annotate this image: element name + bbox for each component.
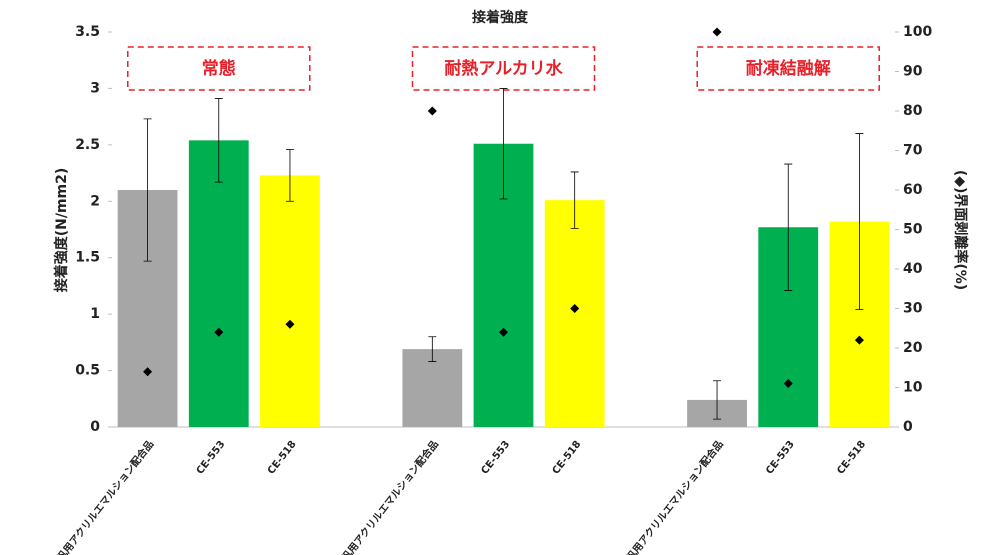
y2-tick-label: 100: [903, 24, 932, 40]
y-tick-label: 0: [90, 419, 100, 435]
y2-tick-label: 10: [903, 380, 923, 396]
error-bar: [285, 148, 294, 202]
diamond-marker: [570, 304, 580, 313]
bar: [260, 175, 320, 427]
y2-tick-label: 70: [903, 143, 923, 159]
y-axis-label: 接着強度(N/mm2): [53, 168, 70, 293]
error-bar: [570, 171, 579, 229]
diamond-marker: [143, 367, 153, 377]
x-tick-label: CE-518: [835, 439, 868, 477]
diamond-marker: [214, 327, 224, 337]
y2-tick-label: 30: [903, 301, 923, 317]
y2-tick-label: 0: [903, 419, 913, 435]
y-tick-label: 1.5: [75, 250, 100, 266]
diamond-marker: [783, 379, 793, 389]
y-tick-label: 2.5: [75, 137, 100, 153]
y-tick-label: 0.5: [75, 363, 100, 379]
x-tick-label: CE-518: [551, 439, 584, 477]
y-tick-label: 2: [90, 193, 100, 209]
x-tick-label: 汎用アクリルエマルション配合品: [54, 438, 156, 555]
error-bar: [784, 163, 793, 291]
y2-tick-label: 20: [903, 340, 923, 356]
y2-tick-label: 80: [903, 103, 923, 119]
error-bar: [214, 98, 223, 183]
x-tick-label: 汎用アクリルエマルション配合品: [339, 438, 441, 555]
y2-axis-label: (◆)界面剥離率(%): [952, 170, 969, 290]
diamond-marker: [499, 327, 508, 337]
diamond-marker: [427, 106, 437, 116]
diamond-marker: [854, 335, 864, 345]
y-tick-label: 3: [90, 80, 100, 96]
y-tick-label: 3.5: [75, 24, 100, 40]
bar: [544, 200, 605, 427]
y2-tick-label: 60: [903, 182, 923, 198]
group-label: 耐熱アルカリ水: [444, 58, 563, 79]
x-tick-label: CE-553: [764, 439, 797, 477]
error-bar: [143, 118, 152, 262]
chart-title: 接着強度: [472, 9, 529, 26]
group-box: [696, 46, 880, 91]
group-box: [127, 46, 311, 91]
y2-tick-label: 90: [903, 64, 923, 80]
error-bar: [855, 133, 864, 311]
y2-tick-label: 40: [903, 261, 923, 277]
y-tick-label: 1: [90, 306, 100, 322]
bar: [402, 349, 463, 427]
y2-tick-label: 50: [903, 222, 923, 238]
x-tick-label: CE-518: [266, 439, 299, 477]
x-tick-label: CE-553: [479, 439, 512, 477]
group-label: 耐凍結融解: [746, 58, 831, 79]
error-bar: [713, 380, 722, 420]
group-label: 常態: [202, 58, 236, 79]
bar: [188, 140, 249, 428]
error-bar: [428, 336, 437, 362]
diamond-marker: [285, 319, 295, 329]
x-tick-label: 汎用アクリルエマルション配合品: [623, 438, 725, 555]
x-tick-label: CE-553: [195, 439, 228, 477]
diamond-marker: [712, 27, 722, 37]
error-bar: [499, 88, 508, 200]
